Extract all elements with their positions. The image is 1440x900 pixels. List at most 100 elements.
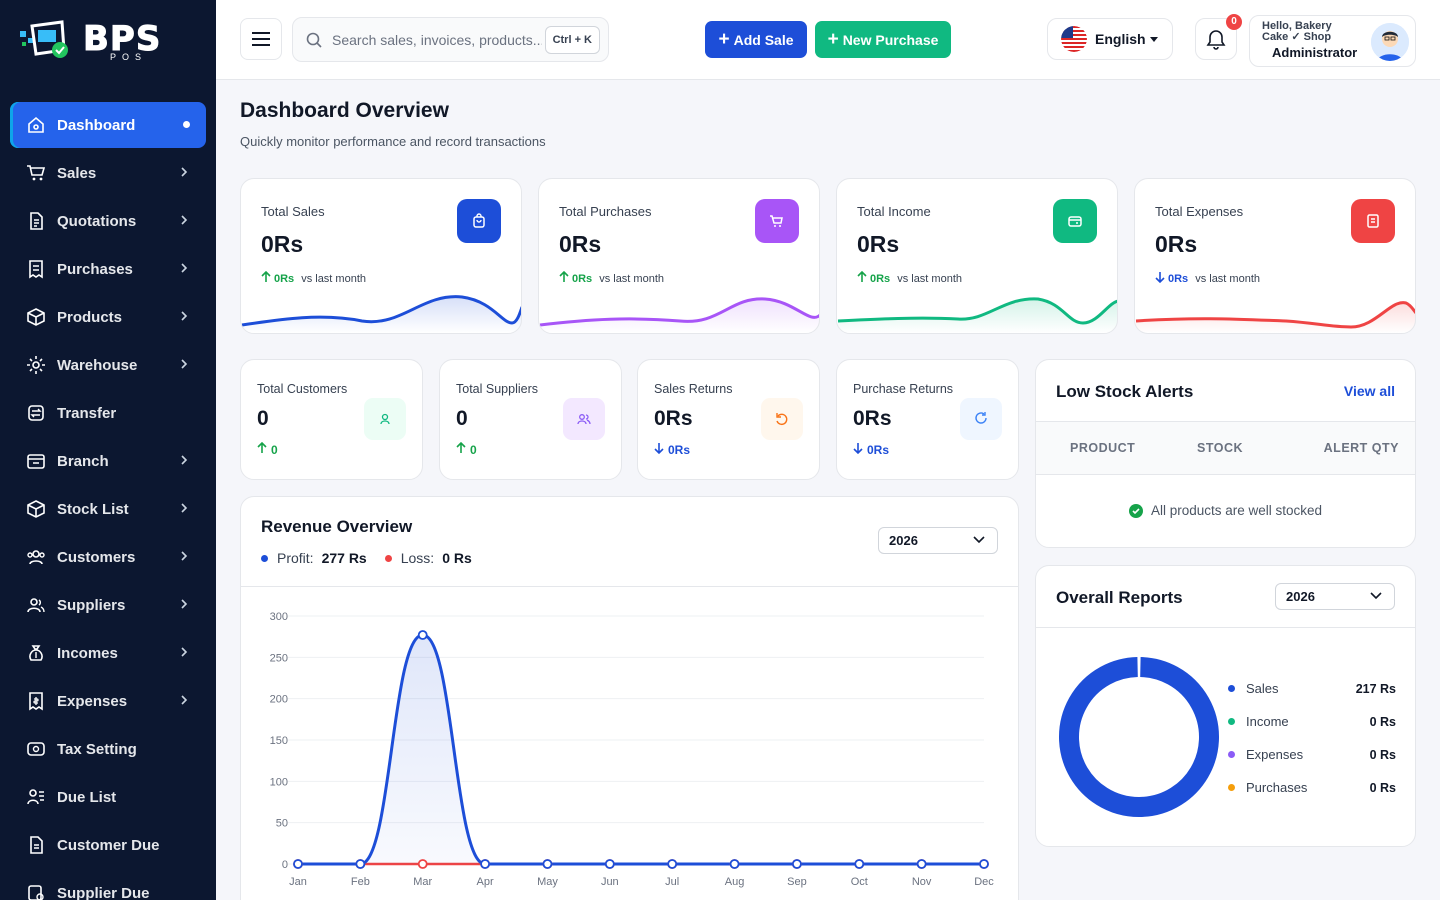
- arrow-down-icon: [654, 442, 664, 457]
- chevron-right-icon: [180, 549, 192, 563]
- sidebar-item-customers[interactable]: Customers: [10, 534, 206, 580]
- mini-stat-value: 0: [257, 407, 269, 430]
- sidebar-item-stock-list[interactable]: Stock List: [10, 486, 206, 532]
- add-sale-button[interactable]: + Add Sale: [705, 21, 807, 58]
- transfer-icon: [26, 403, 46, 423]
- revenue-overview-card: Revenue Overview Profit: 277 Rs Loss: 0 …: [240, 496, 1019, 900]
- mini-stat-label: Total Customers: [257, 382, 348, 396]
- sidebar-item-transfer[interactable]: Transfer: [10, 390, 206, 436]
- arrow-up-icon: [559, 270, 569, 286]
- sidebar-item-tax-setting[interactable]: Tax Setting: [10, 726, 206, 772]
- sidebar-item-products[interactable]: Products: [10, 294, 206, 340]
- sidebar-item-sales[interactable]: Sales: [10, 150, 206, 196]
- column-header-product[interactable]: PRODUCT: [1070, 441, 1136, 455]
- stat-value: 0Rs: [559, 231, 602, 257]
- profit-point: [854, 859, 865, 869]
- mini-stat-change: 0: [456, 441, 477, 457]
- sidebar-item-incomes[interactable]: Incomes: [10, 630, 206, 676]
- legend-value: 0 Rs: [1369, 747, 1396, 762]
- profit-label: Profit:: [277, 550, 314, 566]
- expense-icon: [26, 691, 46, 711]
- legend-item-sales: Sales 217 Rs: [1228, 681, 1396, 696]
- stat-change-note: vs last month: [599, 272, 664, 285]
- mini-stat-change: 0Rs: [654, 442, 690, 457]
- new-purchase-label: New Purchase: [842, 31, 939, 48]
- mini-stat-value: 0Rs: [654, 407, 693, 430]
- sidebar-item-quotations[interactable]: Quotations: [10, 198, 206, 244]
- sidebar-item-customer-due[interactable]: Customer Due: [10, 822, 206, 868]
- sidebar-item-label: Customers: [57, 548, 136, 566]
- stat-value: 0Rs: [857, 231, 900, 257]
- user-menu[interactable]: Hello, Bakery Cake ✓ Shop Administrator: [1249, 15, 1416, 67]
- sidebar-nav: Dashboard Sales Quotations Purchases Product…: [10, 102, 206, 900]
- sidebar-item-supplier-due[interactable]: Supplier Due: [10, 870, 206, 900]
- arrow-down-icon: [853, 442, 863, 457]
- stat-change: 0Rs vs last month: [261, 270, 366, 286]
- bps-pos-logo[interactable]: [18, 16, 188, 72]
- sidebar-item-warehouse[interactable]: Warehouse: [10, 342, 206, 388]
- y-tick-label: 200: [270, 694, 288, 706]
- stat-card-total-income: Total Income 0Rs 0Rs vs last month: [836, 178, 1118, 334]
- sidebar-item-label: Transfer: [57, 404, 117, 422]
- loss-label: Loss:: [400, 550, 435, 566]
- chevron-right-icon: [180, 693, 192, 707]
- y-tick-label: 150: [270, 735, 288, 747]
- receipt-icon: [26, 259, 46, 279]
- stat-change-note: vs last month: [897, 272, 962, 285]
- sidebar-item-suppliers[interactable]: Suppliers: [10, 582, 206, 628]
- legend-label: Purchases: [1246, 780, 1308, 795]
- sidebar-item-label: Tax Setting: [57, 740, 137, 758]
- reports-title: Overall Reports: [1056, 588, 1183, 607]
- revenue-year-select[interactable]: 2026: [878, 527, 998, 554]
- column-header-stock[interactable]: STOCK: [1197, 441, 1244, 455]
- sidebar-item-due-list[interactable]: Due List: [10, 774, 206, 820]
- profit-point: [542, 859, 553, 869]
- search-input[interactable]: Search sales, invoices, products...: [332, 31, 542, 48]
- menu-toggle-button[interactable]: [240, 18, 282, 60]
- us-flag-icon: [1061, 26, 1087, 52]
- sidebar-item-expenses[interactable]: Expenses: [10, 678, 206, 724]
- stat-label: Total Purchases: [559, 204, 652, 219]
- due-list-icon: [26, 787, 46, 807]
- sidebar-item-label: Sales: [57, 164, 97, 182]
- profit-area: [298, 635, 984, 864]
- arrow-up-icon: [857, 270, 867, 286]
- arrow-down-icon: [1155, 271, 1165, 286]
- search-bar[interactable]: Search sales, invoices, products... Ctrl…: [292, 17, 609, 62]
- sparkline-line: [539, 297, 819, 327]
- stock-icon: [26, 499, 46, 519]
- mini-stat-value: 0: [456, 407, 468, 430]
- profit-point: [667, 859, 678, 869]
- x-tick-label: Apr: [477, 876, 494, 888]
- add-sale-label: Add Sale: [733, 31, 794, 48]
- customer-due-icon: [26, 835, 46, 855]
- revenue-title: Revenue Overview: [261, 517, 413, 536]
- notifications-button[interactable]: 0: [1195, 14, 1242, 60]
- new-purchase-button[interactable]: + New Purchase: [815, 21, 951, 58]
- hamburger-icon: [252, 32, 270, 46]
- sidebar-item-dashboard[interactable]: Dashboard: [10, 102, 206, 148]
- x-tick-label: Nov: [912, 876, 932, 888]
- column-header-alert-qty[interactable]: ALERT QTY: [1323, 441, 1399, 455]
- user-icon: [364, 398, 406, 440]
- mini-stat-purchase-returns: Purchase Returns 0Rs 0Rs: [836, 359, 1019, 480]
- search-shortcut: Ctrl + K: [544, 26, 600, 54]
- revenue-chart: 0 50 100 150 200 250 300 Jan Feb Mar Apr May Jun Jul A…: [270, 611, 995, 888]
- view-all-link[interactable]: View all: [1343, 383, 1395, 399]
- low-stock-title: Low Stock Alerts: [1056, 382, 1194, 401]
- sidebar-item-purchases[interactable]: Purchases: [10, 246, 206, 292]
- mini-stat-label: Total Suppliers: [456, 382, 538, 396]
- reports-donut-chart: [1059, 657, 1219, 817]
- mini-stat-value: 0Rs: [853, 407, 892, 430]
- sparkline: [1135, 301, 1415, 333]
- language-selector[interactable]: English: [1047, 18, 1173, 60]
- branch-icon: [26, 451, 46, 471]
- x-tick-label: Jul: [665, 876, 679, 888]
- refresh-icon: [960, 398, 1002, 440]
- legend-dot: [1228, 685, 1235, 692]
- reports-year-select[interactable]: 2026: [1275, 583, 1395, 610]
- sidebar-item-branch[interactable]: Branch: [10, 438, 206, 484]
- check-circle-icon: [1128, 503, 1143, 518]
- arrow-up-icon: [261, 270, 271, 286]
- stat-change-note: vs last month: [301, 272, 366, 285]
